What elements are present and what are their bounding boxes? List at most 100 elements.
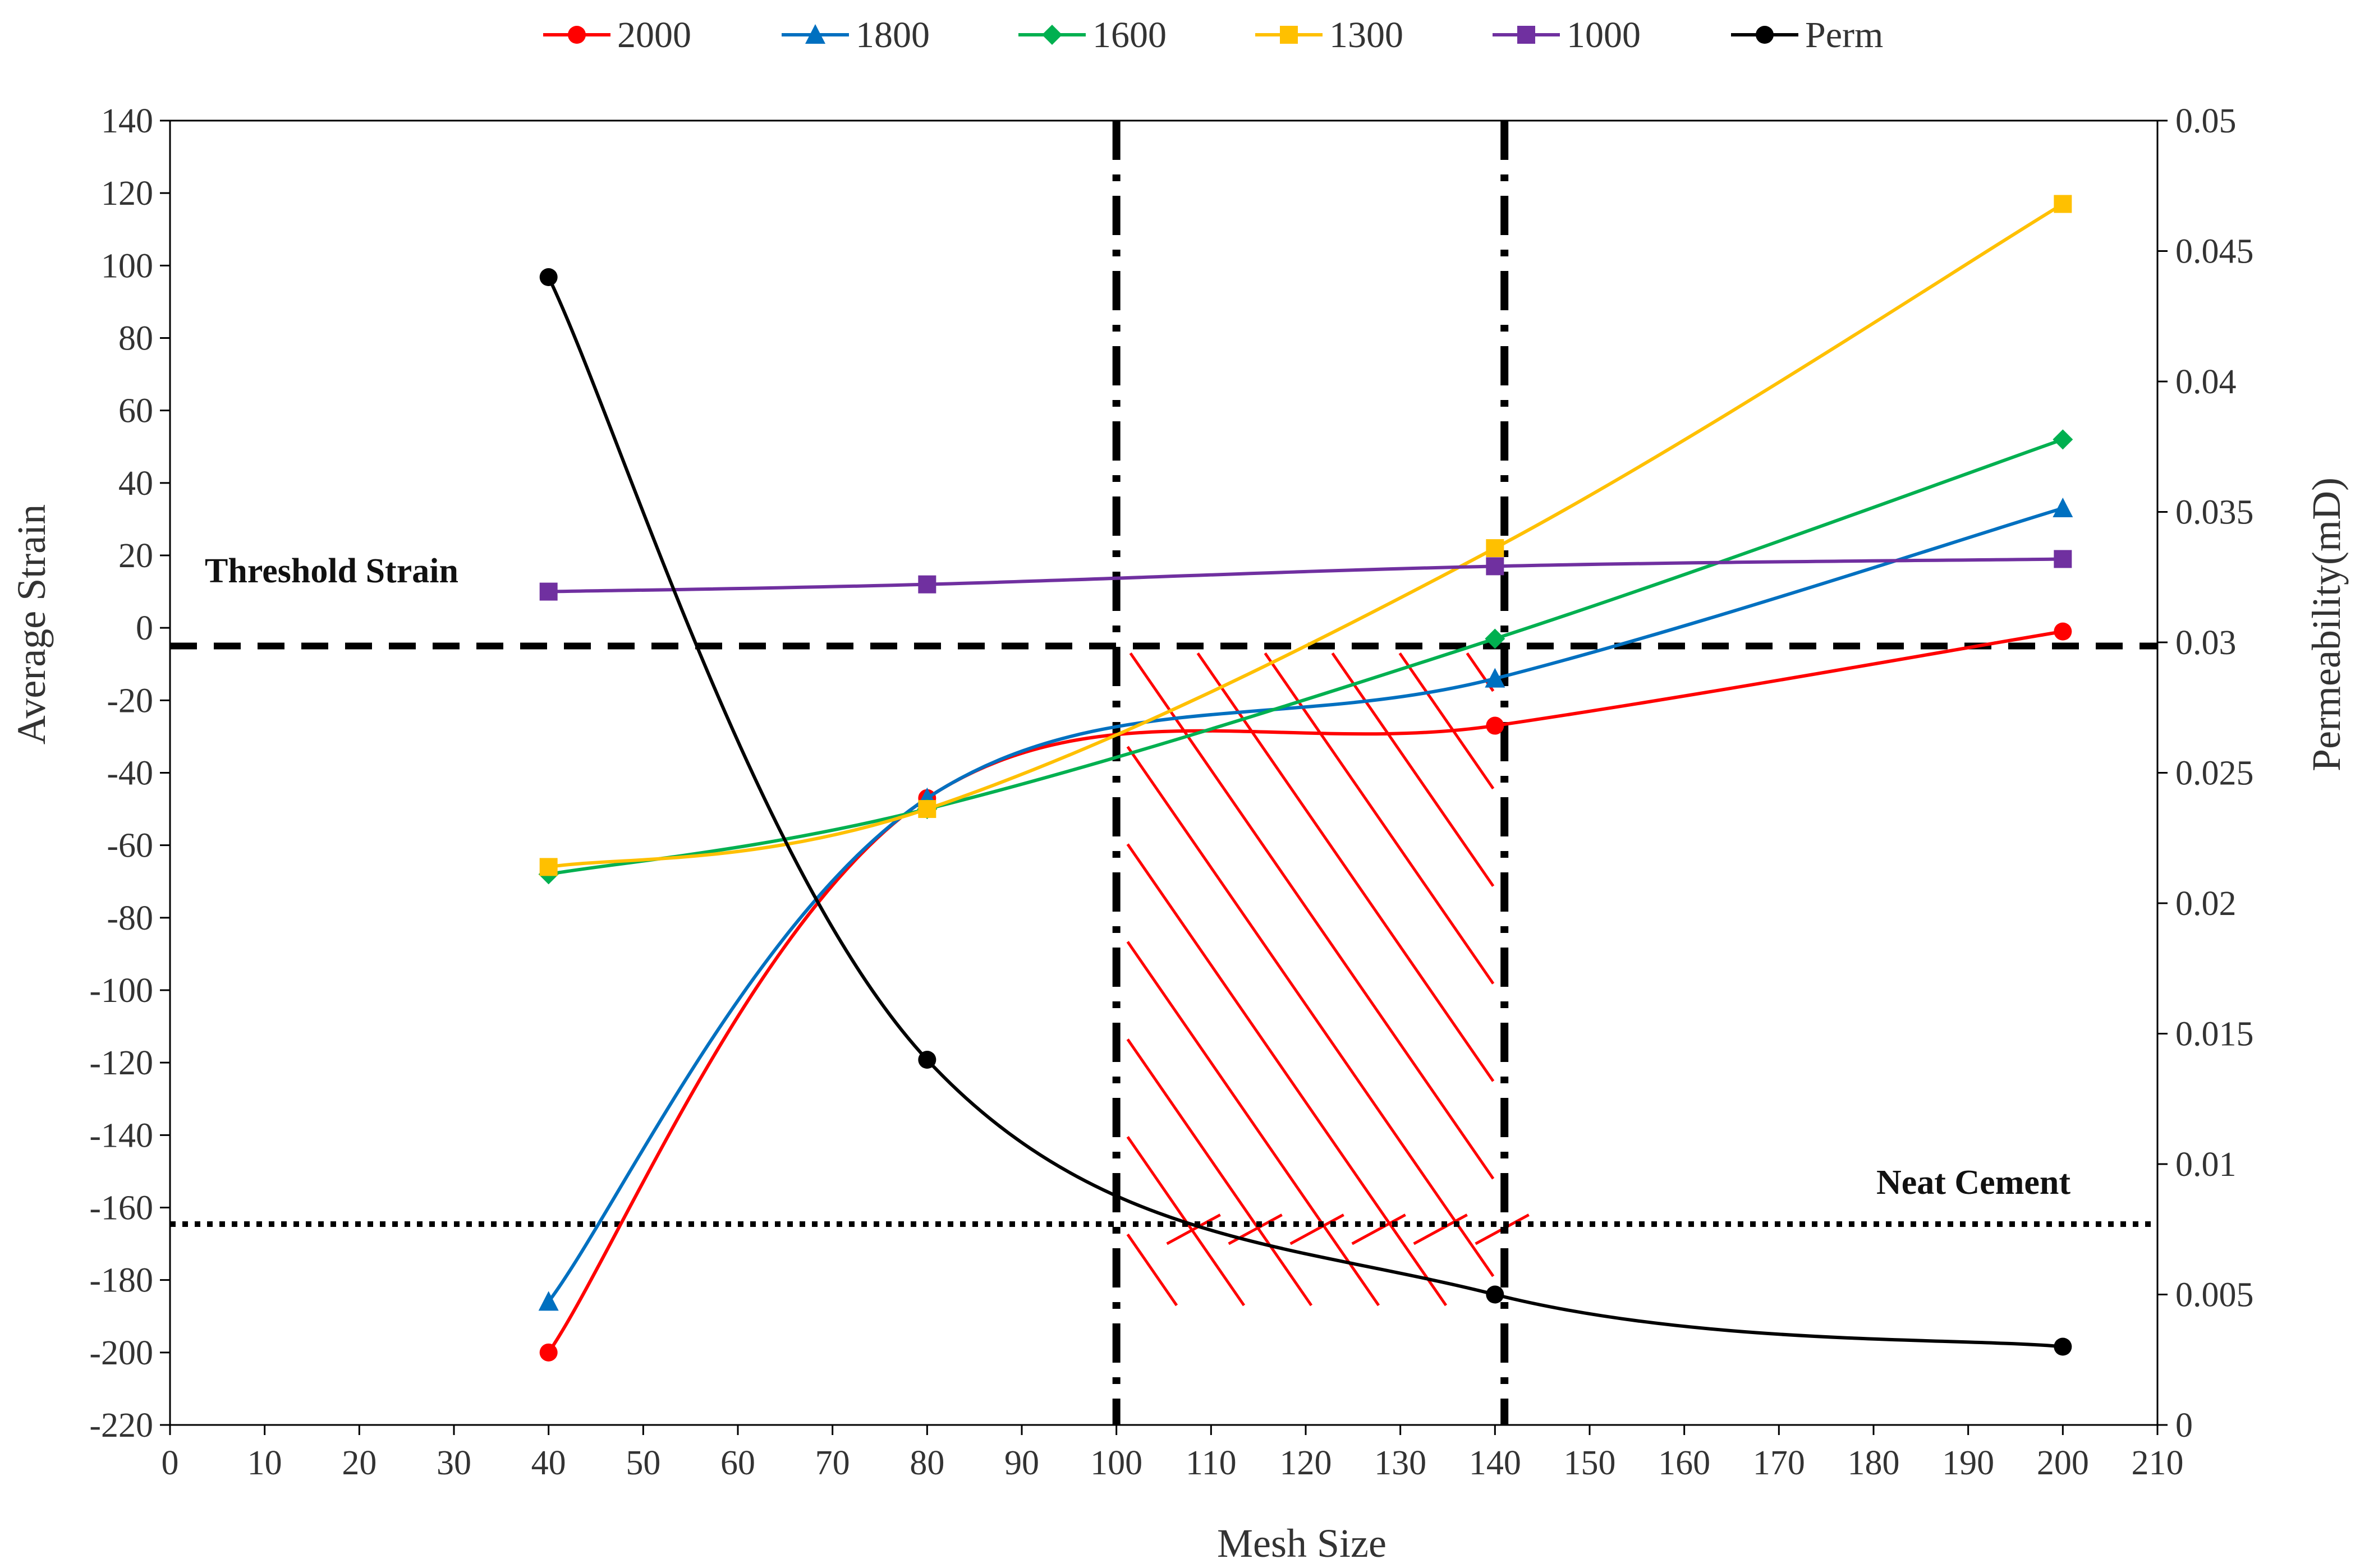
- data-point-perm: [918, 1051, 936, 1069]
- y-tick-label: -80: [107, 899, 153, 937]
- y-tick-label: -60: [107, 827, 153, 865]
- data-point-1000: [539, 582, 558, 601]
- data-point-2000: [2054, 622, 2072, 641]
- legend-item-perm: Perm: [1731, 15, 1883, 56]
- x-tick-label: 110: [1186, 1444, 1237, 1482]
- legend-item-1600: 1600: [1018, 15, 1167, 56]
- hatch-line: [1129, 652, 1495, 1180]
- y2-tick-label: 0.01: [2175, 1146, 2237, 1184]
- legend-marker: [1280, 26, 1298, 44]
- x-tick-label: 70: [815, 1444, 850, 1482]
- y-tick-label: -220: [89, 1406, 153, 1445]
- data-point-1000: [2054, 550, 2072, 568]
- x-axis-title: Mesh Size: [1217, 1521, 1386, 1566]
- data-point-perm: [1486, 1285, 1504, 1304]
- legend-label: 1300: [1329, 15, 1403, 56]
- x-tick-label: 10: [247, 1444, 282, 1482]
- y2-tick-label: 0.035: [2175, 494, 2254, 532]
- series-layer: [538, 195, 2073, 1362]
- series-1300: [539, 195, 2072, 876]
- x-tick-label: 40: [531, 1444, 566, 1482]
- hatch-line: [1228, 1213, 1283, 1245]
- neat-cement-label: Neat Cement: [1876, 1164, 2070, 1202]
- y-tick-label: -180: [89, 1262, 153, 1300]
- y2-tick-label: 0.03: [2175, 624, 2237, 662]
- threshold-strain-label: Threshold Strain: [205, 552, 458, 590]
- hatch-line: [1413, 1213, 1468, 1245]
- hatch-line: [1398, 652, 1495, 790]
- hatched-region: [1126, 652, 1530, 1307]
- series-line-1300: [548, 202, 2064, 869]
- x-tick-label: 140: [1469, 1444, 1521, 1482]
- y-axis-title: Average Strain: [9, 504, 54, 744]
- data-point-1600: [2053, 429, 2073, 450]
- axes: [160, 119, 2168, 1435]
- legend: 2000 1800 1600 1300 1000 Perm: [543, 15, 1883, 56]
- x-tick-label: 170: [1753, 1444, 1805, 1482]
- y-tick-label: 80: [118, 320, 153, 358]
- series-1800: [538, 498, 2073, 1311]
- data-point-1000: [1486, 557, 1504, 576]
- x-tick-label: 150: [1564, 1444, 1616, 1482]
- x-tick-label: 80: [910, 1444, 944, 1482]
- x-tick-label: 190: [1942, 1444, 1994, 1482]
- y-tick-label: -120: [89, 1044, 153, 1082]
- series-line-2000: [547, 629, 2063, 1354]
- series-1600: [538, 429, 2073, 885]
- y2-tick-label: 0.045: [2175, 233, 2254, 271]
- hatch-line: [1331, 652, 1495, 887]
- series-1000: [539, 550, 2072, 601]
- y-tick-label: 20: [118, 537, 153, 575]
- series-line-1000: [548, 557, 2063, 594]
- legend-label: 2000: [617, 15, 691, 56]
- y-tick-label: -160: [89, 1189, 153, 1227]
- data-point-1300: [2054, 195, 2072, 213]
- y-tick-label: -20: [107, 682, 153, 720]
- y-tick-label: -40: [107, 755, 153, 793]
- data-point-2000: [539, 1343, 558, 1362]
- legend-label: Perm: [1805, 15, 1883, 56]
- y2-tick-label: 0.015: [2175, 1015, 2254, 1054]
- data-point-2000: [1486, 716, 1504, 735]
- legend-marker: [805, 24, 825, 44]
- y-tick-label: 100: [101, 247, 153, 285]
- data-point-1800: [2053, 498, 2073, 518]
- y-tick-label: -200: [89, 1334, 153, 1372]
- legend-marker: [1042, 25, 1062, 45]
- series-2000: [539, 622, 2072, 1362]
- x-tick-label: 0: [162, 1444, 179, 1482]
- hatch-line: [1126, 843, 1448, 1307]
- y2-tick-label: 0.02: [2175, 885, 2237, 923]
- series-perm: [539, 268, 2072, 1356]
- y-tick-label: 0: [136, 609, 153, 647]
- x-tick-label: 120: [1280, 1444, 1332, 1482]
- x-tick-label: 30: [437, 1444, 471, 1482]
- data-point-perm: [539, 268, 558, 286]
- hatch-line: [1196, 652, 1495, 1082]
- data-point-1300: [918, 800, 936, 819]
- data-point-1600: [1485, 628, 1505, 649]
- legend-item-1000: 1000: [1493, 15, 1641, 56]
- y2-axis-title: Permeability(mD): [2304, 477, 2349, 771]
- y-tick-label: 120: [101, 174, 153, 213]
- hatch-line: [1351, 1213, 1406, 1245]
- data-point-perm: [2054, 1337, 2072, 1356]
- legend-label: 1800: [856, 15, 930, 56]
- x-tick-label: 130: [1374, 1444, 1426, 1482]
- legend-marker: [1756, 26, 1774, 44]
- x-tick-label: 50: [626, 1444, 660, 1482]
- data-point-1000: [918, 575, 936, 594]
- x-tick-label: 100: [1090, 1444, 1142, 1482]
- data-point-1800: [538, 1291, 559, 1311]
- legend-marker: [1517, 26, 1535, 44]
- series-line-1800: [547, 507, 2064, 1303]
- reference-lines: [170, 121, 2157, 1425]
- hatch-line: [1126, 941, 1380, 1307]
- hatch-line: [1126, 1038, 1313, 1307]
- y-tick-label: -100: [89, 972, 153, 1010]
- series-line-perm: [547, 276, 2063, 1349]
- legend-item-2000: 2000: [543, 15, 691, 56]
- x-tick-label: 90: [1004, 1444, 1039, 1482]
- y2-tick-label: 0.025: [2175, 755, 2254, 793]
- y2-tick-label: 0.04: [2175, 363, 2237, 401]
